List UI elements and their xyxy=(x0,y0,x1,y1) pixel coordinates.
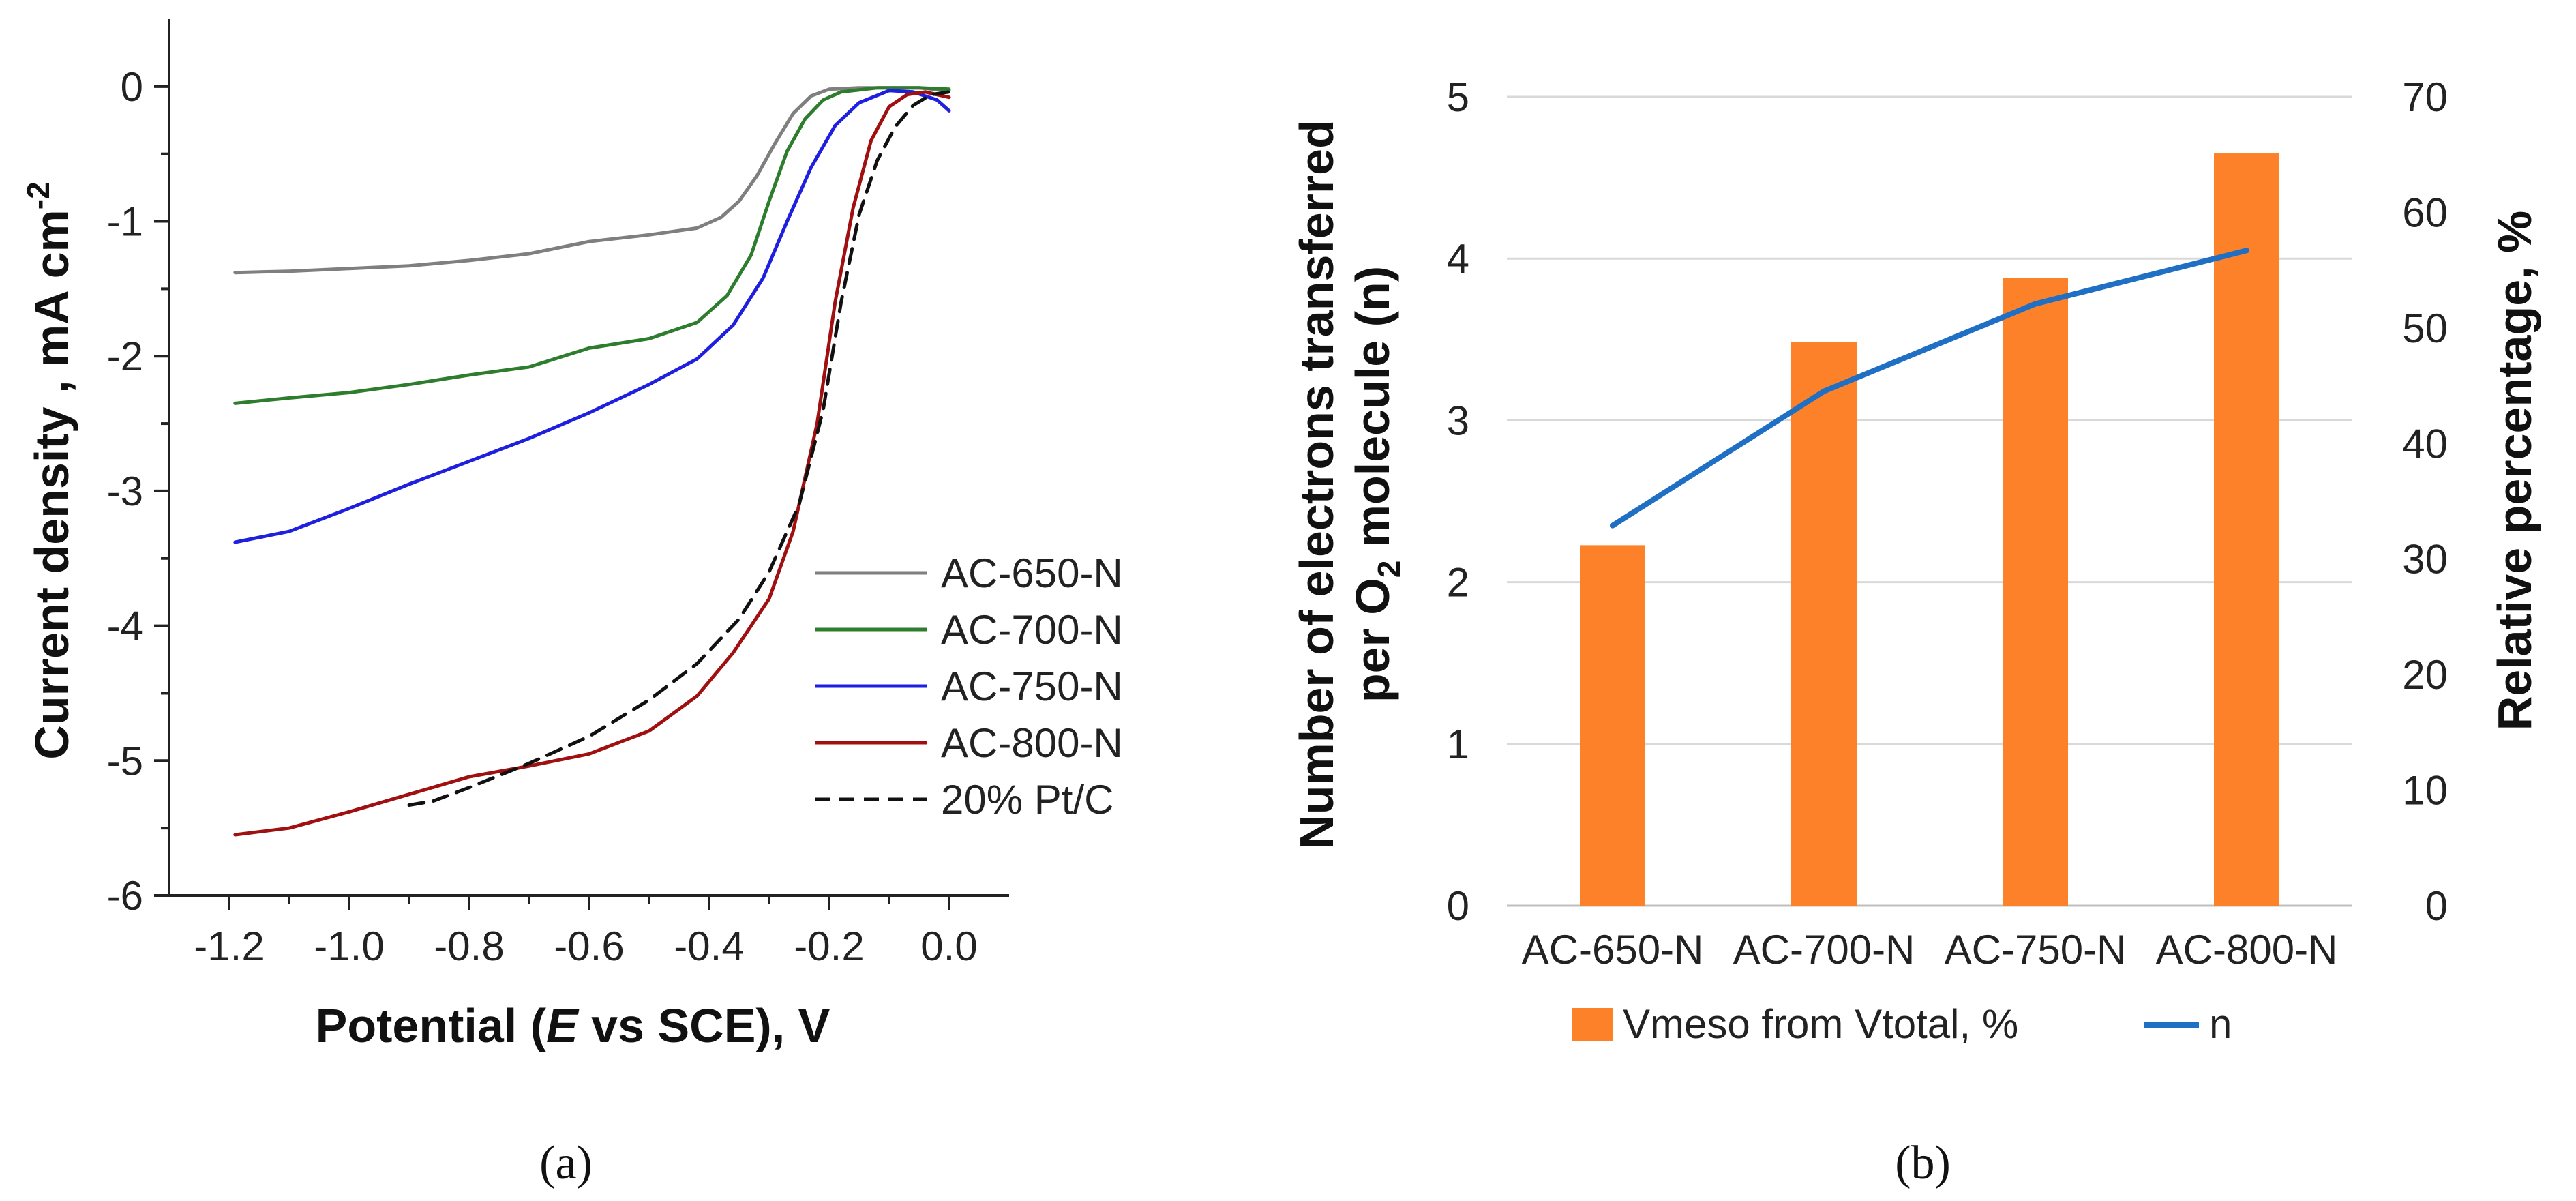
x-tick-label: -0.6 xyxy=(554,923,624,969)
series-line-ac-800-n xyxy=(233,90,951,837)
right-tick-label: 20 xyxy=(2402,652,2448,698)
panel-a-y-axis-title: Current density , mA cm-2 xyxy=(20,181,78,759)
left-tick-label: 1 xyxy=(1447,722,1469,767)
legend-label: 20% Pt/C xyxy=(941,777,1113,822)
bar-ac-750-n xyxy=(2003,278,2068,906)
panel-b-label: (b) xyxy=(1895,1137,1951,1189)
legend-label: AC-650-N xyxy=(941,550,1123,596)
left-tick-label: 3 xyxy=(1447,398,1469,443)
legend-label: AC-750-N xyxy=(941,664,1123,709)
legend-label: AC-800-N xyxy=(941,720,1123,766)
left-tick-label: 0 xyxy=(1447,883,1469,929)
panel-a-legend: AC-650-N AC-700-N AC-750-N AC-800-N 20% Pt/C xyxy=(815,550,1123,822)
right-tick-label: 30 xyxy=(2402,537,2448,582)
category-label: AC-700-N xyxy=(1733,927,1915,973)
panel-b-left-axis-title: Number of electrons transferred per O2 m… xyxy=(1290,119,1407,849)
panel-a-series xyxy=(233,86,951,837)
panel-b-left-tick-labels: 0 1 2 3 4 5 xyxy=(1447,74,1469,929)
panel-b-category-labels: AC-650-N AC-700-N AC-750-N AC-800-N xyxy=(1522,927,2338,973)
legend-label: AC-700-N xyxy=(941,607,1123,653)
bar-ac-700-n xyxy=(1791,342,1857,906)
right-tick-label: 60 xyxy=(2402,190,2448,235)
panel-b-right-tick-labels: 0 10 20 30 40 50 60 70 xyxy=(2402,74,2448,929)
x-tick-label: -1.0 xyxy=(314,923,384,969)
series-line-ac-700-n xyxy=(233,86,951,405)
y-tick-label: -2 xyxy=(107,333,143,379)
left-tick-label: 5 xyxy=(1447,74,1469,120)
y-tick-label: 0 xyxy=(121,64,143,110)
y-tick-label: -5 xyxy=(107,738,143,784)
y-tick-label: -6 xyxy=(107,873,143,919)
panel-b-right-axis-title: Relative percentage, % xyxy=(2488,211,2541,731)
panel-a-y-tick-labels: 0 -1 -2 -3 -4 -5 -6 xyxy=(107,64,143,919)
n-series-line xyxy=(1610,248,2249,529)
legend-label-n: n xyxy=(2209,1001,2232,1047)
right-tick-label: 50 xyxy=(2402,306,2448,351)
series-line-ac-750-n xyxy=(233,89,951,544)
x-tick-label: -0.2 xyxy=(794,923,864,969)
series-line-ac-650-n xyxy=(233,86,951,275)
left-tick-label: 2 xyxy=(1447,560,1469,606)
panel-b-gridlines xyxy=(1507,95,2352,745)
right-tick-label: 40 xyxy=(2402,421,2448,466)
x-tick-label: -1.2 xyxy=(194,923,264,969)
right-tick-label: 70 xyxy=(2402,74,2448,120)
category-label: AC-800-N xyxy=(2156,927,2338,973)
panel-b-left-axis-title-line2: per O2 molecule (n) xyxy=(1346,266,1407,702)
x-tick-label: 0.0 xyxy=(920,923,977,969)
left-tick-label: 4 xyxy=(1447,236,1469,282)
panel-a-label: (a) xyxy=(539,1137,593,1189)
panel-a-line-chart: 0 -1 -2 -3 -4 -5 -6 -1.2 -1.0 -0.8 -0.6 -0.4 -0.2 0.… xyxy=(20,19,1123,1189)
bar-ac-650-n xyxy=(1580,545,1645,906)
panel-b-legend: Vmeso from Vtotal, % n xyxy=(1572,1001,2232,1047)
legend-swatch-vmeso xyxy=(1572,1008,1613,1041)
x-tick-label: -0.4 xyxy=(674,923,744,969)
x-tick-label: -0.8 xyxy=(434,923,504,969)
right-tick-label: 0 xyxy=(2425,883,2448,929)
panel-a-x-tick-labels: -1.2 -1.0 -0.8 -0.6 -0.4 -0.2 0.0 xyxy=(194,923,977,969)
panel-b-n-line xyxy=(1610,248,2249,529)
legend-label-vmeso: Vmeso from Vtotal, % xyxy=(1623,1001,2018,1047)
panel-a-axis-ticks xyxy=(154,85,950,910)
bar-ac-800-n xyxy=(2214,153,2279,906)
panel-a-x-axis-title: Potential (E vs SCE), V xyxy=(316,999,830,1052)
category-label: AC-750-N xyxy=(1945,927,2127,973)
panel-b-left-axis-title-line1: Number of electrons transferred xyxy=(1290,119,1343,849)
series-line-20-pt-c xyxy=(407,90,951,807)
panel-b-bars xyxy=(1580,153,2279,906)
y-tick-label: -4 xyxy=(107,604,143,649)
category-label: AC-650-N xyxy=(1522,927,1704,973)
y-tick-label: -3 xyxy=(107,469,143,514)
y-tick-label: -1 xyxy=(107,199,143,245)
right-tick-label: 10 xyxy=(2402,768,2448,814)
